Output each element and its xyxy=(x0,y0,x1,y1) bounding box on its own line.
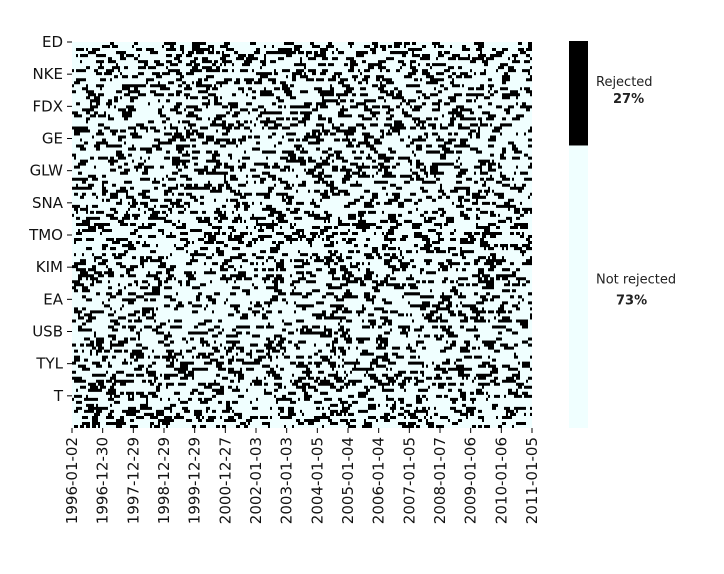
y-tick-label: GLW xyxy=(30,162,64,180)
y-tick-label: NKE xyxy=(32,65,63,83)
y-tick-label: T xyxy=(53,387,64,405)
x-tick-label: 2009-01-06 xyxy=(462,437,480,524)
x-tick-label: 1997-12-29 xyxy=(124,437,142,524)
y-axis: ED NKE FDX GE GLW SNA TMO KIM EA USB TYL T xyxy=(28,33,72,405)
x-tick-label: 2002-01-03 xyxy=(247,437,265,524)
x-tick-label: 2005-01-04 xyxy=(339,437,357,524)
x-tick-label: 1998-12-29 xyxy=(155,437,173,524)
x-tick-label: 1999-12-29 xyxy=(186,437,204,524)
heatmap-plot-area xyxy=(72,42,532,428)
x-axis: 1996-01-02 1996-12-30 1997-12-29 1998-12-29… xyxy=(63,428,541,524)
legend-label-not-rejected: Not rejected xyxy=(596,273,676,288)
y-tick-label: TYL xyxy=(35,355,63,373)
x-tick-label: 2007-01-05 xyxy=(400,437,418,524)
x-tick-label: 2003-01-03 xyxy=(278,437,296,524)
colorbar-not-rejected-segment xyxy=(569,145,588,429)
x-tick-label: 1996-01-02 xyxy=(63,437,81,524)
y-tick-label: TMO xyxy=(28,226,63,244)
x-tick-label: 2008-01-07 xyxy=(431,437,449,524)
legend-percent-rejected: 27% xyxy=(613,92,644,107)
y-tick-label: USB xyxy=(32,323,63,341)
y-tick-label: EA xyxy=(43,290,63,308)
legend-label-rejected: Rejected xyxy=(596,75,653,90)
y-tick-label: FDX xyxy=(33,97,63,115)
legend-percent-not-rejected: 73% xyxy=(616,294,647,309)
y-tick-label: GE xyxy=(42,130,63,148)
x-tick-label: 2010-01-06 xyxy=(492,437,510,524)
x-tick-label: 1996-12-30 xyxy=(94,437,112,524)
y-tick-label: KIM xyxy=(36,258,63,276)
x-tick-label: 2004-01-05 xyxy=(308,437,326,524)
x-tick-label: 2000-12-27 xyxy=(216,437,234,524)
y-tick-label: SNA xyxy=(32,194,64,212)
x-tick-label: 2011-01-05 xyxy=(523,437,541,524)
y-tick-label: ED xyxy=(42,33,63,51)
colorbar-legend: Rejected 27% Not rejected 73% xyxy=(569,41,676,429)
heatmap-rejected-cells xyxy=(72,42,532,428)
x-tick-label: 2006-01-04 xyxy=(370,437,388,524)
colorbar-rejected-segment xyxy=(569,41,588,146)
